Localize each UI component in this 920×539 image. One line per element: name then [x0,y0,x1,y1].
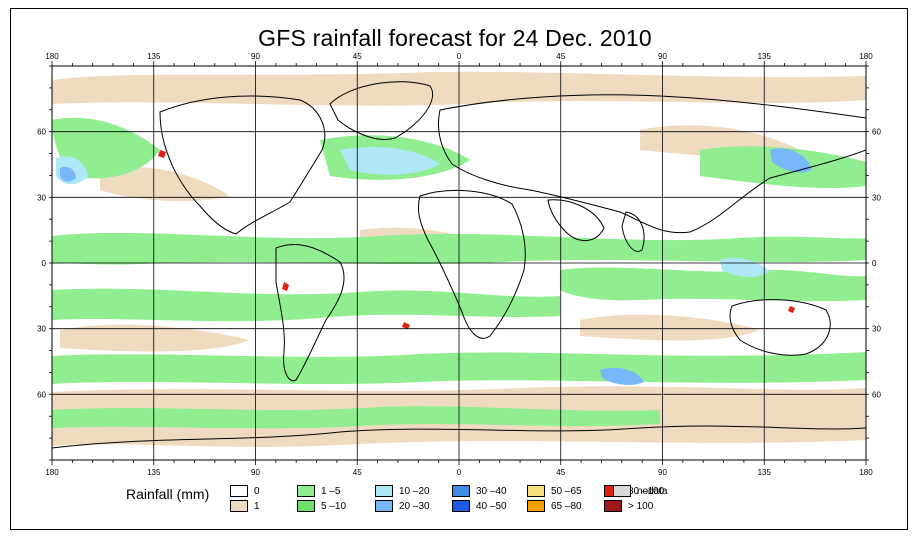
lon-label-top: 180 [859,52,873,61]
legend-label: > 100 [628,500,654,512]
coastlines [52,81,866,449]
axis-labels: 180 135 90 45 0 45 90 135 180 180 135 90 45 0 45 90 135 1… [37,52,881,477]
legend-item: 5 –10 [297,499,346,513]
legend-item: 1 –5 [297,484,340,498]
graticule [52,66,866,460]
rain-area [340,146,440,175]
lon-label-top: 180 [45,52,59,61]
rain-area [52,406,660,429]
rain-area [770,148,812,173]
legend-swatch [452,485,470,497]
legend-swatch [527,500,545,512]
legend-label: 30 –40 [476,485,507,497]
coastline [329,81,433,140]
lat-label-right: 60 [872,128,881,137]
legend-label: 80 –100 [628,485,665,497]
lat-label-right: 0 [872,259,877,268]
rain-area [560,267,866,302]
lon-label-top: 45 [556,52,565,61]
lon-label-bottom: 135 [758,468,772,477]
lat-label-left: 30 [37,193,46,202]
legend-swatch [604,500,622,512]
rain-area [60,324,250,352]
rain-area [52,288,560,322]
legend-label: 1 –5 [321,485,341,497]
legend-label: 0 [254,485,260,497]
legend-swatch [375,485,393,497]
lon-label-top: 90 [251,52,260,61]
legend-label: 10 –20 [399,485,430,497]
legend-item: 40 –50 [452,499,507,513]
lon-label-top: 135 [147,52,161,61]
lon-label-bottom: 45 [556,468,565,477]
lat-label-right: 30 [872,193,881,202]
lon-label-bottom: 180 [859,468,873,477]
lat-label-right: 30 [872,325,881,334]
rain-area [100,166,230,202]
legend-item: 10 –20 [375,484,430,498]
legend-item: 30 –40 [452,484,507,498]
coastline [52,425,866,449]
legend-item: 65 –80 [527,499,582,513]
lon-label-top: 45 [353,52,362,61]
legend-label: 1 [254,500,260,512]
lon-label-bottom: 0 [457,468,462,477]
lon-label-top: 90 [658,52,667,61]
lat-label-right: 60 [872,390,881,399]
coastline [621,211,645,252]
coastline [438,94,866,234]
lon-label-bottom: 45 [353,468,362,477]
figure-frame [10,8,908,530]
coastline [275,244,345,382]
legend-label: nodata [637,485,668,497]
lon-label-bottom: 135 [147,468,161,477]
rain-area [402,322,410,329]
coastline [417,189,526,339]
map-title: GFS rainfall forecast for 24 Dec. 2010 [258,25,652,51]
legend-item: nodata [613,484,668,498]
rain-area [60,166,76,182]
legend-label: 5 –10 [321,500,347,512]
legend-label: 20 –30 [399,500,430,512]
legend-swatch [230,485,248,497]
legend-swatch [452,500,470,512]
legend-item: 0 [230,484,260,498]
legend-label: 40 –50 [476,500,507,512]
legend-swatch [613,485,631,497]
legend-swatch [375,500,393,512]
legend-item: > 100 [604,499,653,513]
legend-label: 50 –65 [551,485,582,497]
lon-label-top: 0 [457,52,462,61]
rain-area [600,367,644,385]
lon-label-bottom: 90 [251,468,260,477]
lon-label-bottom: 90 [658,468,667,477]
rain-area [788,306,795,313]
legend-swatch [230,500,248,512]
legend-item: 20 –30 [375,499,430,513]
lon-label-bottom: 180 [45,468,59,477]
legend-swatch [527,485,545,497]
lat-label-left: 60 [37,390,46,399]
lat-label-left: 60 [37,128,46,137]
axis-ticks [49,61,869,465]
rain-area [158,150,166,158]
legend-item: 50 –65 [527,484,582,498]
coastline [547,199,605,241]
lon-label-top: 135 [758,52,772,61]
coastline [159,95,326,235]
legend-swatch [297,500,315,512]
lat-label-left: 30 [37,325,46,334]
coastline [729,299,831,356]
legend-label: 65 –80 [551,500,582,512]
legend-swatch [297,485,315,497]
lat-label-left: 0 [42,259,47,268]
rain-area [580,314,760,341]
rain-area [282,282,289,291]
legend-item: 1 [230,499,260,513]
legend-title: Rainfall (mm) [126,486,210,502]
